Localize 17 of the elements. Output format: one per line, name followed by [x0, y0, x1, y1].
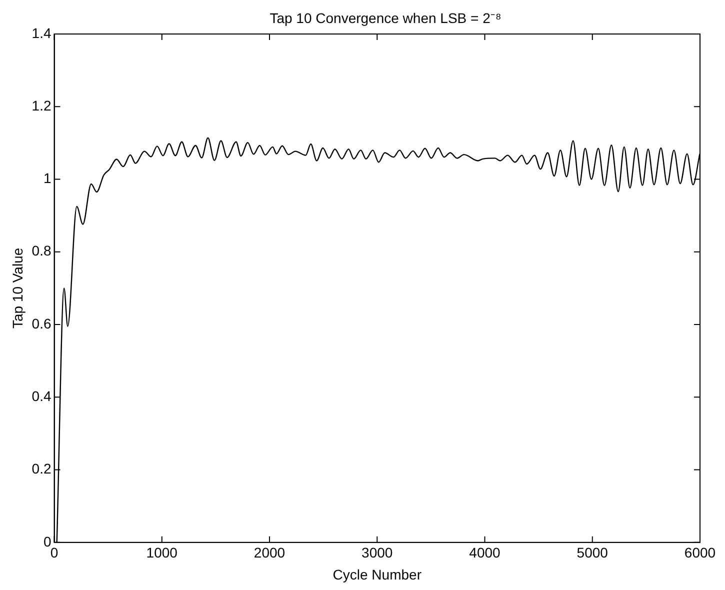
x-tick-label: 4000: [469, 544, 501, 561]
x-tick-label: 1000: [146, 544, 178, 561]
y-tick-label: 1.2: [32, 97, 52, 114]
x-tick-label: 2000: [254, 544, 286, 561]
y-axis-title: Tap 10 Value: [9, 248, 26, 329]
y-tick-label: 1.4: [32, 24, 52, 41]
y-tick-label: 0.8: [32, 242, 52, 259]
x-tick-label: 3000: [362, 544, 393, 561]
chart-title: Tap 10 Convergence when LSB = 2⁻⁸: [268, 9, 502, 27]
y-tick-label: 0.4: [32, 388, 52, 404]
x-tick-label: 5000: [576, 544, 608, 561]
y-tick-label: 0.2: [32, 460, 52, 477]
x-axis-title: Cycle Number: [332, 566, 422, 582]
y-tick-label: 0.6: [32, 315, 52, 332]
y-tick-label: 0: [43, 533, 52, 550]
x-tick-label: 6000: [684, 544, 716, 561]
y-tick-label: 1: [43, 170, 52, 186]
